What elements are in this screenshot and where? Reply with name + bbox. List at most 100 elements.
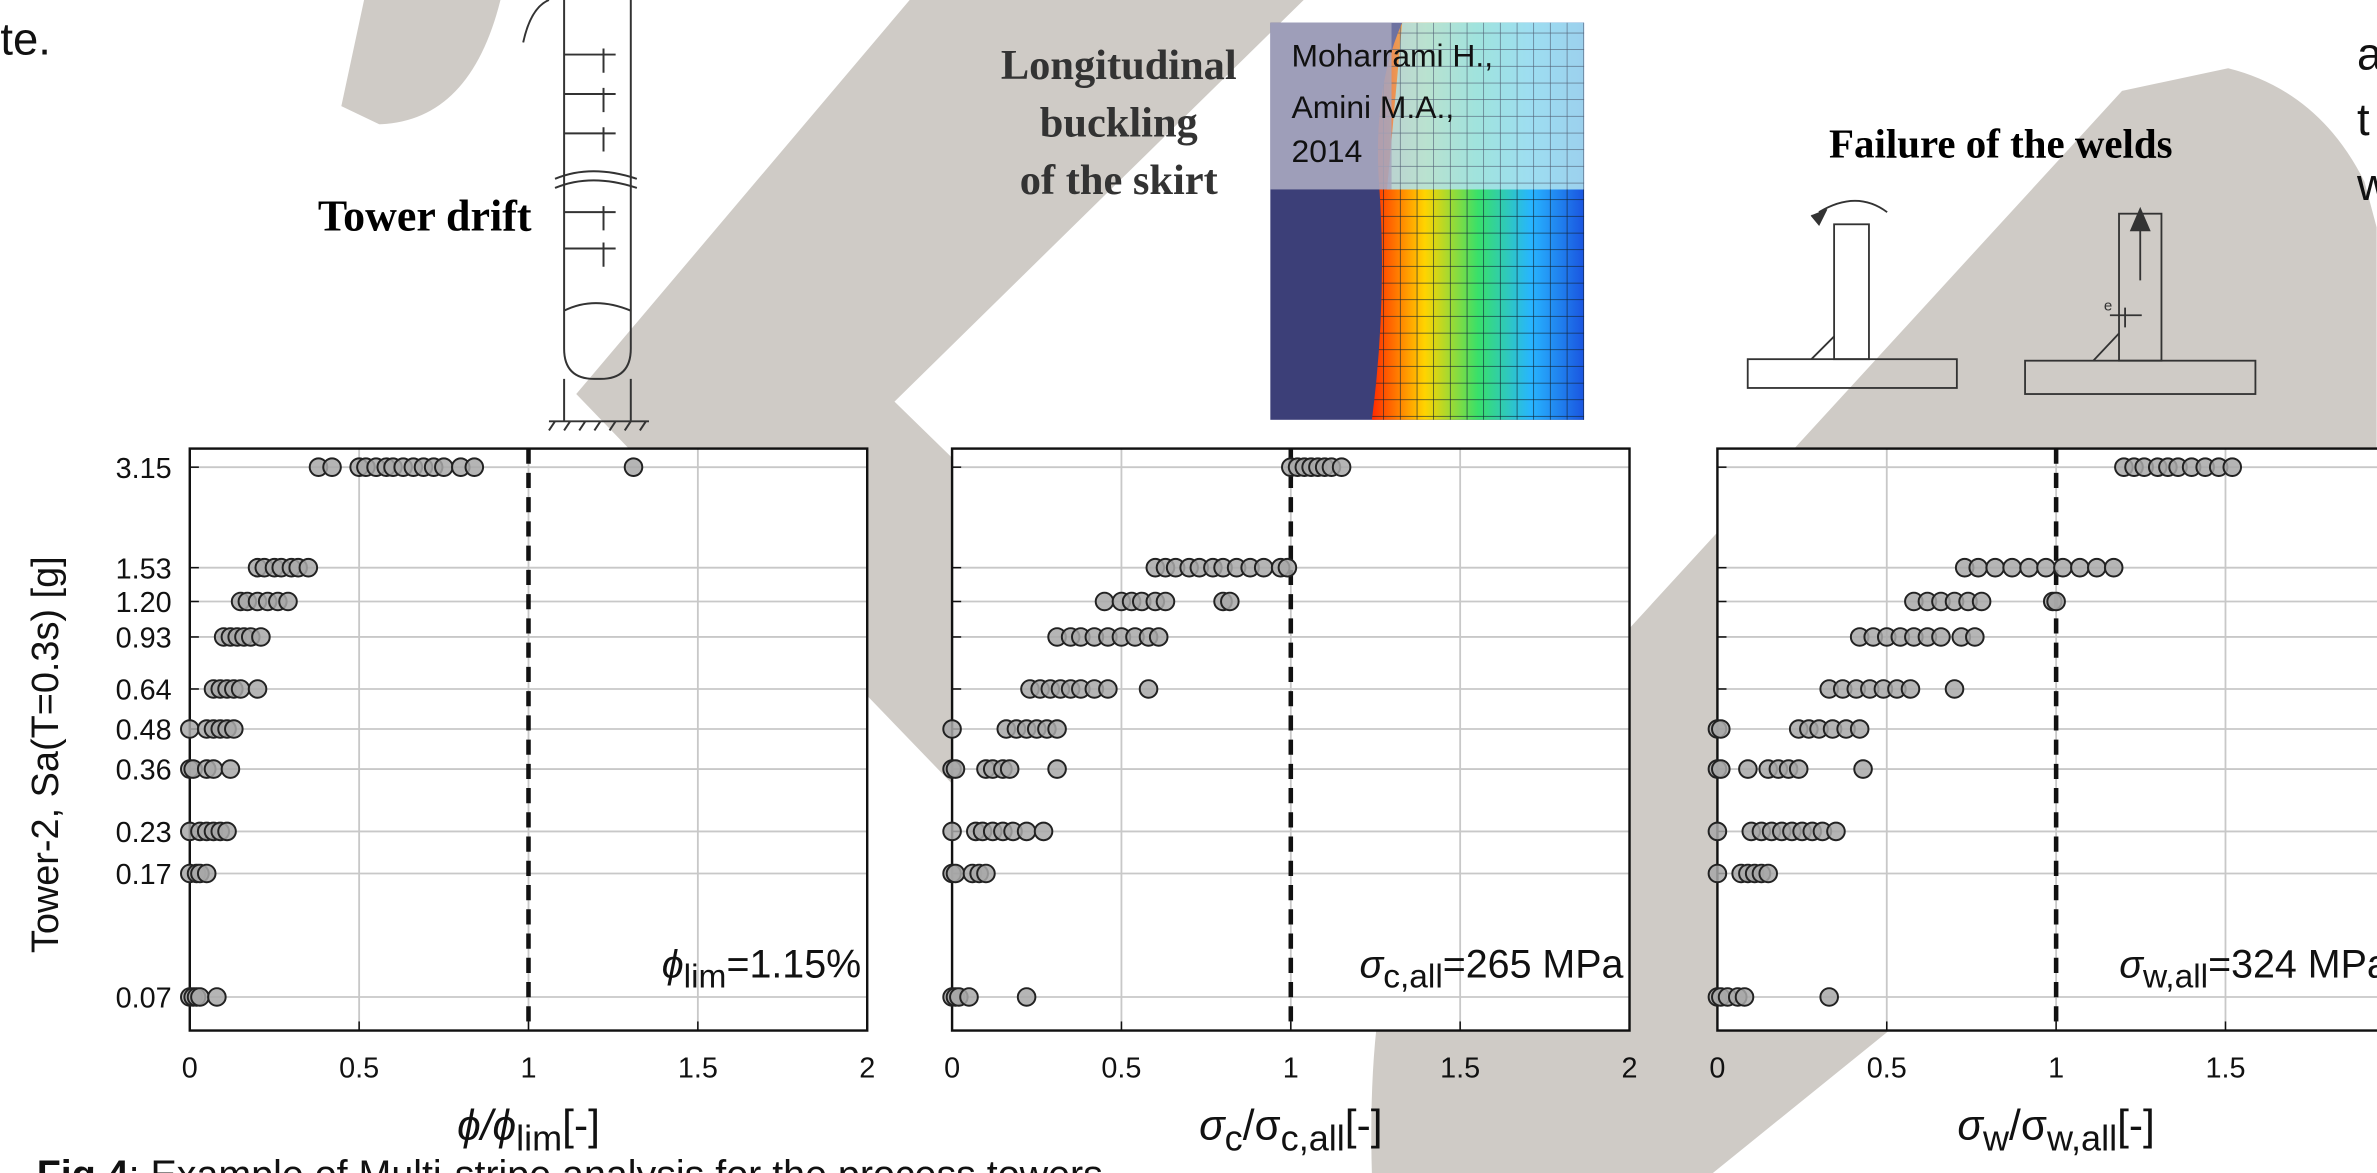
data-point	[1709, 865, 1727, 883]
data-point	[1790, 760, 1808, 778]
data-point	[1150, 628, 1168, 646]
data-point	[1255, 559, 1273, 577]
y-tick-label: 0.36	[116, 755, 172, 787]
data-point	[181, 720, 199, 738]
buckling-label: Longitudinal	[1001, 42, 1237, 89]
data-point	[2037, 559, 2055, 577]
buckling-label: buckling	[1040, 99, 1198, 146]
y-tick-label: 1.20	[116, 587, 172, 619]
data-point	[1333, 458, 1351, 476]
y-tick-label: 0.64	[116, 675, 172, 707]
data-point	[2088, 559, 2106, 577]
text-fragment: te.	[0, 14, 51, 65]
data-point	[1820, 988, 1838, 1006]
data-point	[1048, 720, 1066, 738]
label-part: w	[1982, 1117, 2010, 1158]
data-point	[1221, 593, 1239, 611]
reference-text: Moharrami H.,	[1292, 38, 1494, 74]
data-point	[1736, 988, 1754, 1006]
x-axis-label: σc/σc,all[-]	[1199, 1102, 1382, 1159]
label-part: c,all	[1383, 958, 1443, 995]
data-point	[2020, 559, 2038, 577]
data-point	[1099, 680, 1117, 698]
data-point	[1969, 559, 1987, 577]
data-point	[1854, 760, 1872, 778]
caption-label: Fig.4	[37, 1153, 129, 1173]
data-point	[435, 458, 453, 476]
data-point	[1096, 593, 1114, 611]
data-point	[947, 760, 965, 778]
label-part: =1.15%	[726, 943, 861, 987]
x-tick-label: 0	[182, 1053, 198, 1085]
x-tick-label: 0.5	[1101, 1053, 1141, 1085]
y-tick-label: 0.93	[116, 623, 172, 655]
data-point	[943, 823, 961, 841]
label-part: σ	[1199, 1102, 1226, 1149]
label-part: [-]	[1345, 1102, 1383, 1149]
x-tick-label: 2	[859, 1053, 875, 1085]
data-point	[1048, 760, 1066, 778]
caption: Fig.4: Example of Multi-stripe analysis …	[37, 1153, 1103, 1173]
label-part: =324 MPa	[2208, 943, 2377, 987]
data-point	[252, 628, 270, 646]
x-tick-label: 0	[944, 1053, 960, 1085]
x-tick-label: 0.5	[1867, 1053, 1907, 1085]
data-point	[1140, 680, 1158, 698]
data-point	[1709, 823, 1727, 841]
welds-label: Failure of the welds	[1829, 122, 2173, 167]
label-part: σ	[1359, 943, 1384, 987]
data-point	[205, 760, 223, 778]
label-part: /σ	[2009, 1102, 2047, 1149]
label-part: w,all	[2046, 1117, 2117, 1158]
label-part: ϕ/ϕ	[457, 1102, 516, 1149]
x-tick-label: 1.5	[1440, 1053, 1480, 1085]
data-point	[218, 823, 236, 841]
data-point	[225, 720, 243, 738]
reference-text: 2014	[1292, 133, 1363, 169]
x-tick-label: 0.5	[339, 1053, 379, 1085]
data-point	[977, 865, 995, 883]
data-point	[1946, 680, 1964, 698]
figure: te. a t w Tower drift Moharrami H., Amin…	[0, 0, 2377, 1173]
x-tick-label: 1.5	[678, 1053, 718, 1085]
data-point	[2105, 559, 2123, 577]
data-point	[323, 458, 341, 476]
data-point	[2223, 458, 2241, 476]
data-point	[198, 865, 216, 883]
data-point	[1018, 988, 1036, 1006]
x-tick-label: 2	[1622, 1053, 1638, 1085]
reference-text: Amini M.A.,	[1292, 89, 1455, 125]
label-part: σ	[1957, 1102, 1984, 1149]
data-point	[300, 559, 318, 577]
text-fragment: t	[2357, 94, 2370, 145]
y-axis-label: Tower-2, Sa(T=0.3s) [g]	[25, 556, 67, 953]
data-point	[1035, 823, 1053, 841]
x-tick-label: 1	[1283, 1053, 1299, 1085]
x-axis-label: σw/σw,all[-]	[1957, 1102, 2154, 1159]
data-point	[222, 760, 240, 778]
data-point	[466, 458, 484, 476]
y-tick-label: 1.53	[116, 553, 172, 585]
scatter-panel: 0.070.170.230.360.480.640.931.201.533.15…	[25, 449, 875, 1159]
x-tick-label: 1	[520, 1053, 536, 1085]
buckling-label: of the skirt	[1020, 157, 1218, 204]
label-part: c	[1225, 1117, 1243, 1158]
label-part: lim	[684, 958, 727, 995]
data-point	[1759, 865, 1777, 883]
y-tick-label: 0.48	[116, 715, 172, 747]
plots: 0.070.170.230.360.480.640.931.201.533.15…	[25, 449, 2377, 1159]
data-point	[1739, 760, 1757, 778]
data-point	[943, 720, 961, 738]
text-fragment: w	[2356, 159, 2377, 210]
data-point	[2003, 559, 2021, 577]
data-point	[1279, 559, 1297, 577]
svg-text:e: e	[2104, 298, 2112, 315]
x-axis-label: ϕ/ϕlim[-]	[457, 1102, 600, 1159]
tower-label: Tower drift	[318, 191, 532, 240]
data-point	[625, 458, 643, 476]
data-point	[2047, 593, 2065, 611]
bg-shape	[341, 0, 500, 124]
label-part: σ	[2119, 943, 2144, 987]
y-tick-label: 3.15	[116, 453, 172, 485]
data-point	[1001, 760, 1019, 778]
